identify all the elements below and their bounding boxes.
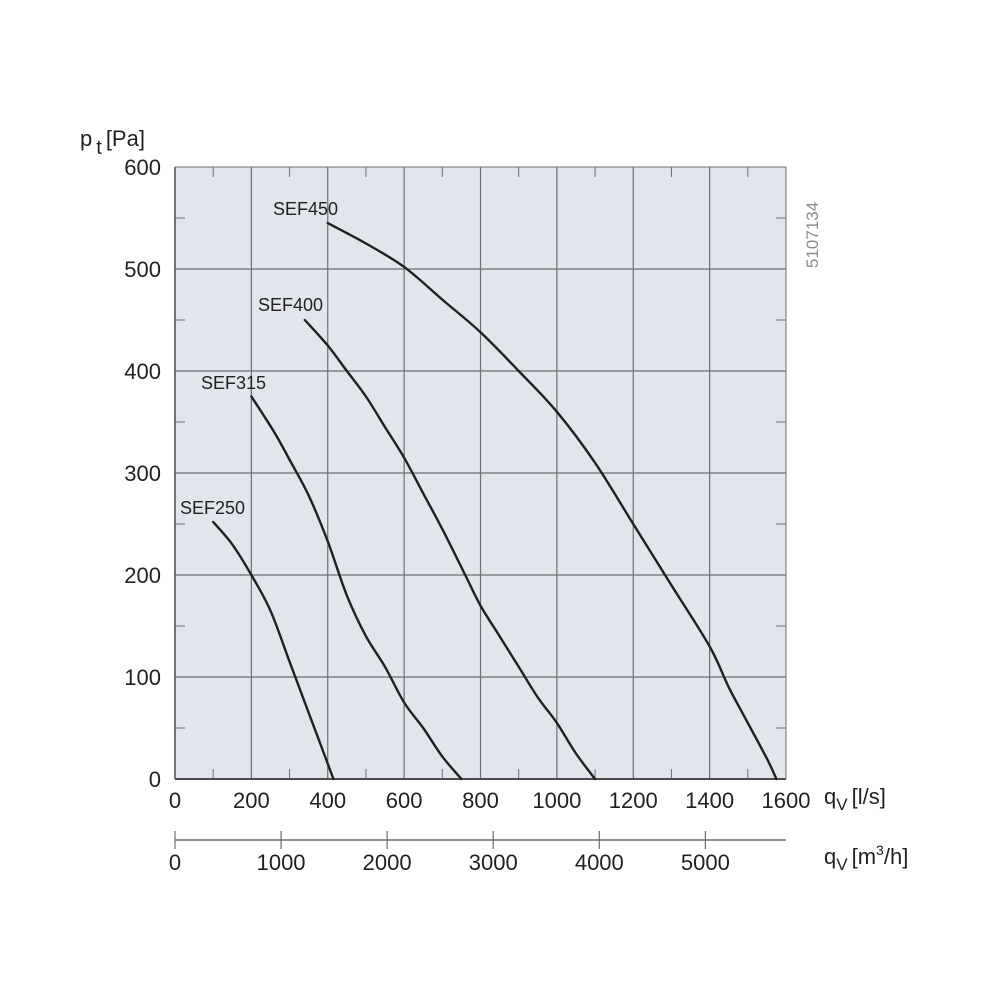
y-axis-title: p t [Pa] — [80, 126, 145, 159]
curve-sef315 — [250, 395, 463, 781]
x-tick-label: 1400 — [685, 788, 734, 813]
secondary-x-tick-label: 4000 — [575, 850, 624, 875]
x-axis-tick-labels: 0 200 400 600 800 1000 1200 1400 1600 — [169, 788, 811, 813]
document-code: 5107134 — [803, 202, 822, 268]
secondary-x-tick-label: 0 — [169, 850, 181, 875]
x-tick-label: 800 — [462, 788, 499, 813]
grid-lines — [175, 167, 786, 779]
y-tick-label: 500 — [124, 257, 161, 282]
x-tick-label: 600 — [386, 788, 423, 813]
curve-sef400 — [303, 318, 597, 781]
secondary-x-tick-label: 2000 — [363, 850, 412, 875]
curve-label-sef250: SEF250 — [180, 498, 245, 518]
secondary-x-tick-label: 3000 — [469, 850, 518, 875]
x-tick-label: 0 — [169, 788, 181, 813]
curve-label-sef450: SEF450 — [273, 199, 338, 219]
y-tick-label: 400 — [124, 359, 161, 384]
x-tick-label: 1200 — [609, 788, 658, 813]
y-tick-label: 600 — [124, 155, 161, 180]
x-axis-title: qV [l/s] — [824, 784, 886, 814]
y-tick-label: 200 — [124, 563, 161, 588]
minor-ticks — [175, 167, 786, 779]
curve-sef250 — [211, 520, 335, 781]
curve-sef450 — [326, 221, 778, 781]
y-axis-tick-labels: 0 100 200 300 400 500 600 — [124, 155, 161, 792]
x-tick-label: 200 — [233, 788, 270, 813]
y-tick-label: 100 — [124, 665, 161, 690]
secondary-x-tick-label: 1000 — [257, 850, 306, 875]
secondary-x-tick-label: 5000 — [681, 850, 730, 875]
secondary-x-axis-title: qV [m3/h] — [824, 842, 908, 874]
curve-label-sef315: SEF315 — [201, 373, 266, 393]
curve-label-sef400: SEF400 — [258, 295, 323, 315]
x-tick-label: 1000 — [532, 788, 581, 813]
secondary-x-axis-ticks: 0 1000 2000 3000 4000 5000 — [169, 831, 730, 875]
performance-curves — [211, 221, 778, 781]
x-tick-label: 1600 — [762, 788, 811, 813]
y-tick-label: 300 — [124, 461, 161, 486]
y-tick-label: 0 — [149, 767, 161, 792]
x-tick-label: 400 — [309, 788, 346, 813]
